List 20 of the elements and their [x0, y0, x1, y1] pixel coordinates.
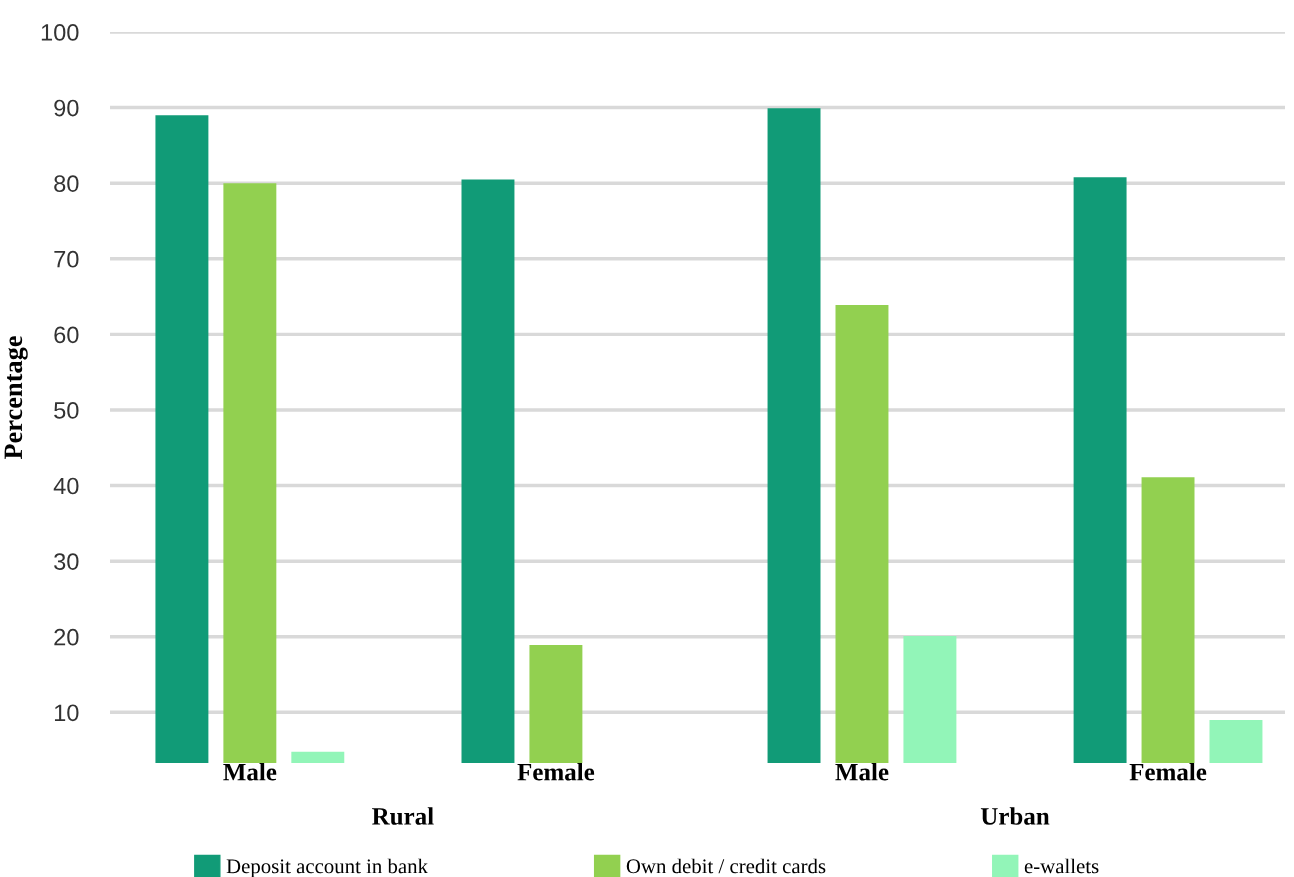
y-tick-label: 20	[54, 628, 79, 646]
legend-label: Own debit / credit cards	[626, 858, 826, 874]
y-tick-label: 100	[41, 24, 79, 41]
y-tick-label: 90	[54, 99, 79, 117]
text: Urban	[980, 807, 1050, 825]
y-tick-label: 10	[54, 704, 79, 722]
y-axis-title: Percentage	[4, 336, 28, 460]
x-tick-label: Male	[223, 762, 277, 781]
text: Rural	[372, 807, 434, 825]
y-tick-label: 80	[54, 175, 79, 192]
x-tick-label: Female	[517, 762, 595, 781]
y-tick-label: 40	[53, 477, 79, 495]
y-tick-label: 50	[54, 402, 79, 419]
x-tick-label: Male	[835, 762, 889, 781]
y-tick-label: 70	[54, 250, 79, 268]
legend-label: Deposit account in bank	[226, 858, 428, 877]
y-tick-label: 30	[54, 553, 79, 570]
legend-label: e-wallets	[1024, 858, 1099, 874]
y-tick-label: 60	[54, 326, 79, 344]
x-tick-label: Female	[1129, 762, 1207, 781]
